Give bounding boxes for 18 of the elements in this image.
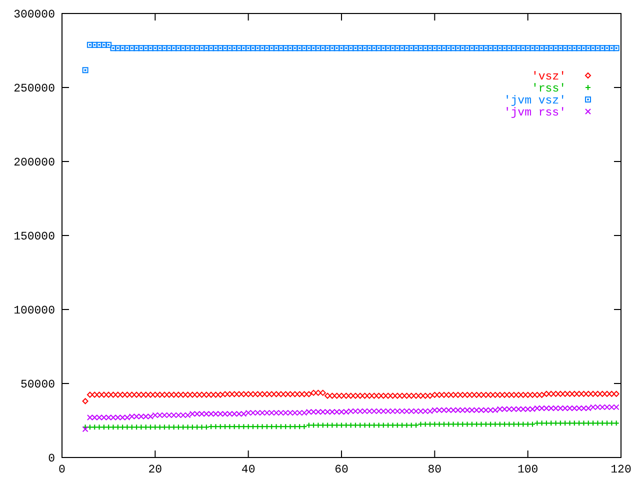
- y-tick-label: 50000: [20, 378, 56, 392]
- y-tick-label: 100000: [14, 304, 56, 318]
- legend-label: 'vsz': [531, 70, 566, 84]
- legend-label: 'rss': [531, 82, 566, 96]
- y-tick-label: 0: [48, 452, 56, 466]
- x-tick-label: 20: [148, 464, 162, 476]
- legend-label: 'jvm vsz': [504, 94, 566, 108]
- x-tick-label: 60: [334, 464, 348, 476]
- x-tick-label: 120: [610, 464, 632, 476]
- x-tick-label: 0: [58, 464, 66, 476]
- x-tick-label: 40: [241, 464, 256, 476]
- y-tick-label: 200000: [14, 156, 56, 170]
- x-tick-label: 80: [428, 464, 442, 476]
- y-tick-label: 150000: [14, 230, 56, 244]
- y-tick-label: 300000: [14, 8, 56, 22]
- legend-label: 'jvm rss': [504, 106, 566, 120]
- y-tick-label: 250000: [14, 82, 56, 96]
- x-tick-label: 100: [517, 464, 538, 476]
